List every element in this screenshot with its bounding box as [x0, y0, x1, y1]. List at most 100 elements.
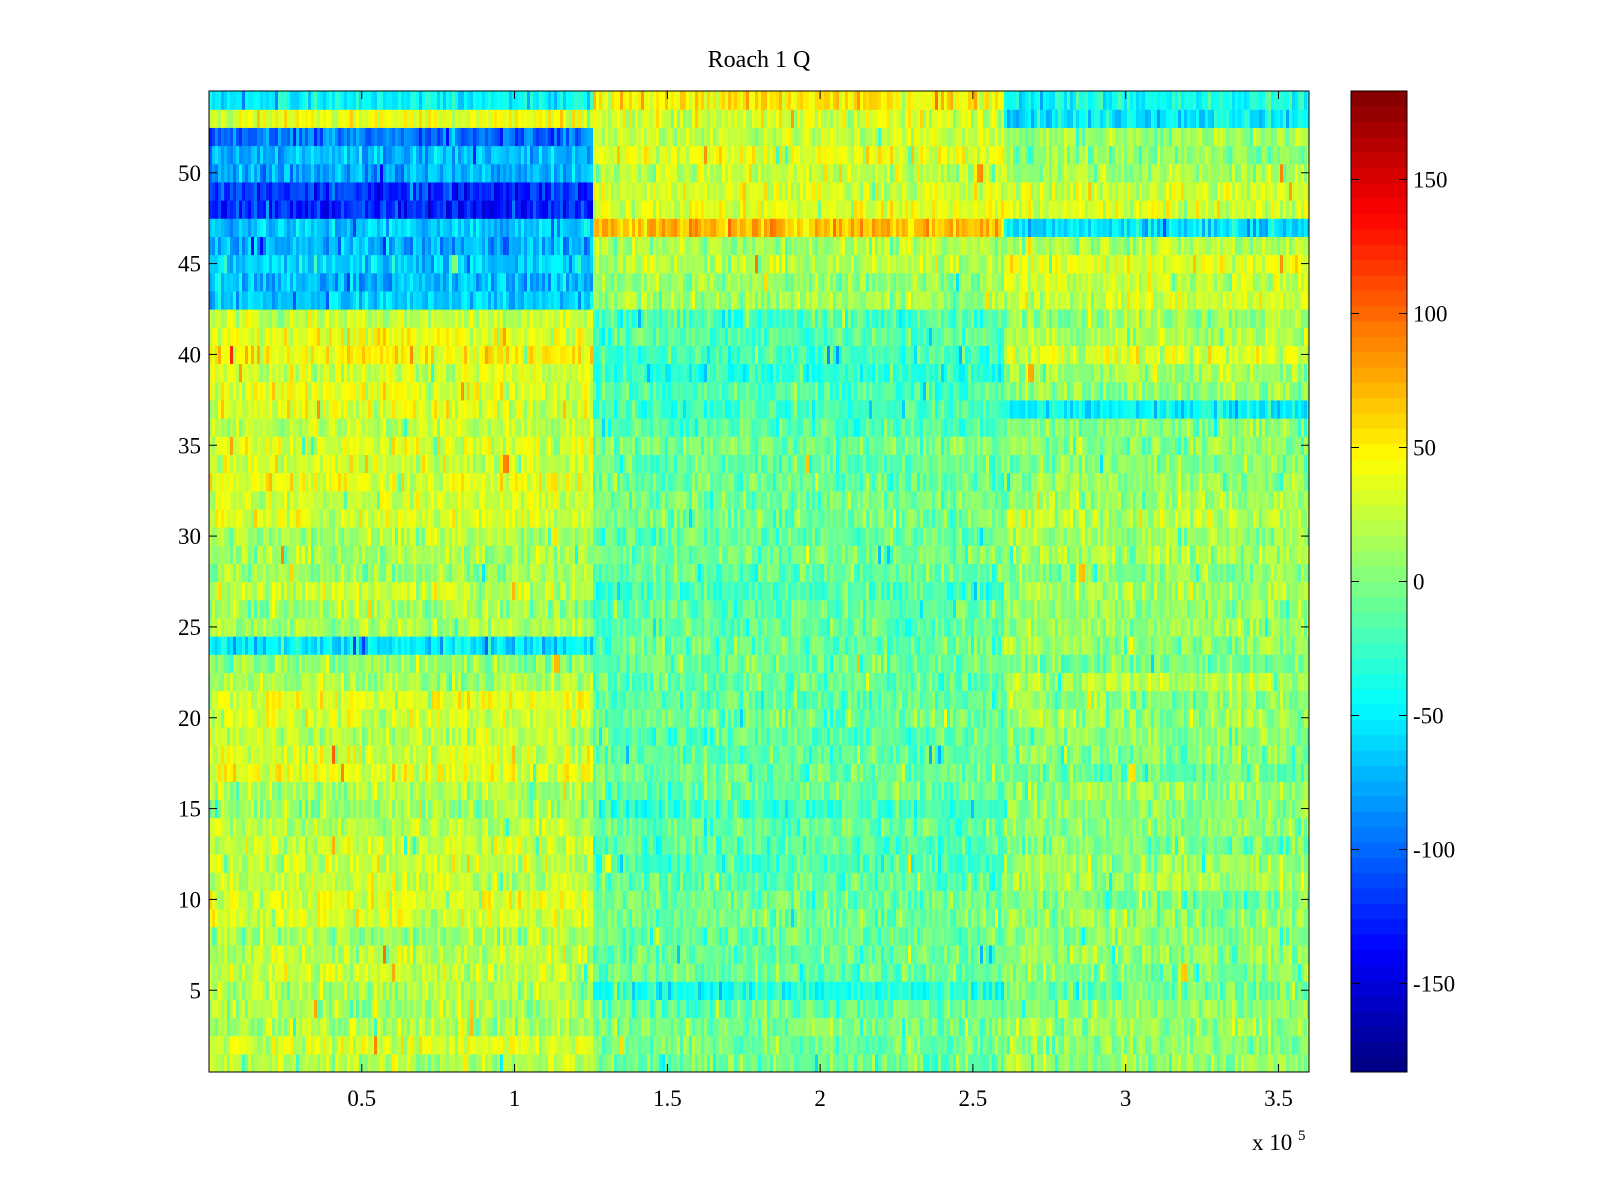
heatmap-cell	[212, 1035, 216, 1055]
heatmap-cell	[998, 926, 1002, 946]
heatmap-cell	[695, 908, 699, 928]
heatmap-cell	[218, 963, 222, 982]
heatmap-cell	[542, 1035, 546, 1055]
heatmap-cell	[692, 1053, 696, 1072]
heatmap-cell	[338, 890, 342, 910]
heatmap-cell	[410, 963, 414, 982]
heatmap-cell	[398, 1035, 402, 1055]
heatmap-cell	[911, 981, 915, 1000]
heatmap-cell	[329, 908, 333, 928]
heatmap-cell	[617, 999, 621, 1019]
heatmap-cell	[218, 981, 222, 1000]
heatmap-cell	[926, 981, 930, 1000]
heatmap-cell	[905, 1035, 909, 1055]
heatmap-cell	[1166, 963, 1170, 982]
heatmap-cell	[563, 1017, 567, 1037]
heatmap-cell	[698, 963, 702, 982]
heatmap-cell	[1253, 963, 1257, 982]
heatmap-cell	[416, 890, 420, 910]
heatmap-cell	[932, 944, 936, 964]
heatmap-cell	[686, 999, 690, 1019]
heatmap-cell	[218, 908, 222, 928]
heatmap-cell	[1025, 1017, 1029, 1037]
heatmap-cell	[746, 1035, 750, 1055]
heatmap-cell	[494, 1017, 498, 1037]
heatmap-cell	[917, 999, 921, 1019]
heatmap-cell	[857, 999, 861, 1019]
heatmap-cell	[1247, 908, 1251, 928]
heatmap-cell	[209, 926, 213, 946]
heatmap-cell	[323, 908, 327, 928]
heatmap-cell	[935, 1035, 939, 1055]
heatmap-cell	[1130, 963, 1134, 982]
heatmap-cell	[980, 1017, 984, 1037]
heatmap-cell	[1121, 908, 1125, 928]
heatmap-cell	[266, 1017, 270, 1037]
heatmap-cell	[887, 890, 891, 910]
heatmap-cell	[845, 1017, 849, 1037]
heatmap-cell	[830, 908, 834, 928]
heatmap-cell	[1247, 926, 1251, 946]
heatmap-cell	[251, 1035, 255, 1055]
heatmap-cell	[578, 1035, 582, 1055]
heatmap-cell	[1226, 1053, 1230, 1072]
heatmap-cell	[437, 981, 441, 1000]
heatmap-cell	[593, 1053, 597, 1072]
heatmap-cell	[884, 963, 888, 982]
heatmap-cell	[284, 908, 288, 928]
heatmap-cell	[1085, 963, 1089, 982]
heatmap-cell	[374, 1017, 378, 1037]
heatmap-cell	[662, 981, 666, 1000]
heatmap-cell	[236, 1053, 240, 1072]
heatmap-cell	[917, 1017, 921, 1037]
heatmap-cell	[692, 981, 696, 1000]
heatmap-cell	[1259, 890, 1263, 910]
heatmap-cell	[1262, 1017, 1266, 1037]
heatmap-cell	[1184, 1053, 1188, 1072]
heatmap-cell	[404, 1053, 408, 1072]
heatmap-cell	[674, 999, 678, 1019]
heatmap-cell	[605, 1035, 609, 1055]
heatmap-cell	[713, 908, 717, 928]
heatmap-cell	[572, 1035, 576, 1055]
heatmap-cell	[290, 944, 294, 964]
heatmap-cell	[1304, 1017, 1308, 1037]
heatmap-cell	[383, 1017, 387, 1037]
heatmap-cell	[854, 1035, 858, 1055]
heatmap-cell	[761, 926, 765, 946]
heatmap-cell	[1295, 926, 1299, 946]
heatmap-cell	[602, 890, 606, 910]
heatmap-cell	[764, 1053, 768, 1072]
heatmap-cell	[1073, 1053, 1077, 1072]
heatmap-cell	[620, 963, 624, 982]
heatmap-cell	[713, 1017, 717, 1037]
heatmap-cell	[845, 999, 849, 1019]
heatmap-cell	[932, 981, 936, 1000]
heatmap-cell	[959, 1035, 963, 1055]
heatmap-cell	[452, 999, 456, 1019]
heatmap-cell	[1019, 890, 1023, 910]
heatmap-cell	[563, 1035, 567, 1055]
heatmap-cell	[575, 908, 579, 928]
heatmap-cell	[506, 1035, 510, 1055]
heatmap-cell	[1127, 890, 1131, 910]
heatmap-cell	[290, 872, 294, 891]
heatmap-cell	[233, 1035, 237, 1055]
heatmap-cell	[815, 1017, 819, 1037]
heatmap-cell	[464, 1053, 468, 1072]
heatmap-cell	[902, 908, 906, 928]
heatmap-cell	[614, 1017, 618, 1037]
heatmap-cell	[461, 1017, 465, 1037]
heatmap-cell	[782, 999, 786, 1019]
heatmap-cell	[485, 944, 489, 964]
heatmap-cell	[1247, 999, 1251, 1019]
heatmap-cell	[614, 890, 618, 910]
heatmap-cell	[380, 926, 384, 946]
heatmap-cell	[956, 890, 960, 910]
heatmap-cell	[566, 981, 570, 1000]
heatmap-cell	[1142, 981, 1146, 1000]
heatmap-cell	[974, 999, 978, 1019]
heatmap-cell	[254, 944, 258, 964]
heatmap-cell	[857, 1053, 861, 1072]
heatmap-cell	[611, 1053, 615, 1072]
